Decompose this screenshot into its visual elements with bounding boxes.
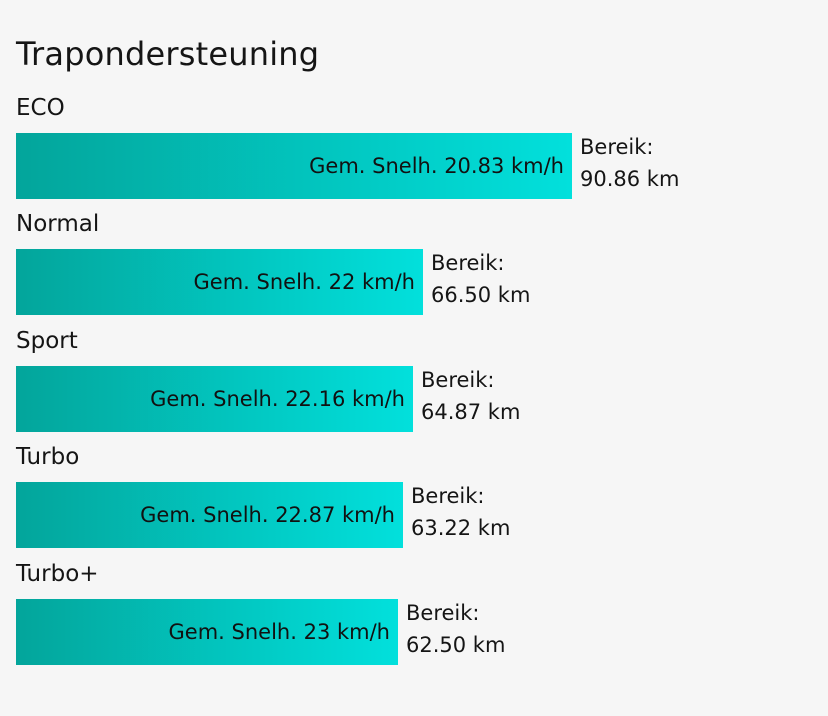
bar: Gem. Snelh. 20.83 km/h [16,133,572,199]
mode-label: Normal [16,211,100,238]
range-caption: Bereik: [406,600,480,625]
range-label: Bereik: 63.22 km [411,480,510,544]
range-value: 66.50 km [431,283,531,308]
speed-label: Gem. Snelh. 22.16 km/h [150,386,405,411]
mode-label: ECO [16,95,65,121]
bar: Gem. Snelh. 22.87 km/h [16,482,403,549]
chart-title: Trapondersteuning [16,35,320,73]
range-value: 90.86 km [580,167,680,191]
range-label: Bereik: 64.87 km [421,364,520,428]
range-value: 63.22 km [411,516,511,541]
range-caption: Bereik: [580,135,654,159]
speed-label: Gem. Snelh. 22 km/h [193,270,415,295]
range-value: 64.87 km [421,399,521,424]
bar: Gem. Snelh. 22.16 km/h [16,365,413,432]
range-caption: Bereik: [411,484,485,509]
range-caption: Bereik: [421,367,495,392]
range-caption: Bereik: [431,251,505,276]
bar: Gem. Snelh. 22 km/h [16,249,423,316]
bar: Gem. Snelh. 23 km/h [16,598,398,665]
range-label: Bereik: 62.50 km [406,597,505,661]
speed-label: Gem. Snelh. 23 km/h [168,619,390,644]
speed-label: Gem. Snelh. 20.83 km/h [309,154,564,178]
mode-label: Turbo+ [16,560,99,587]
mode-label: Sport [16,327,78,354]
range-value: 62.50 km [406,632,506,657]
mode-label: Turbo [16,444,80,471]
range-label: Bereik: 90.86 km [580,131,679,195]
range-label: Bereik: 66.50 km [431,247,530,311]
speed-label: Gem. Snelh. 22.87 km/h [140,503,395,528]
